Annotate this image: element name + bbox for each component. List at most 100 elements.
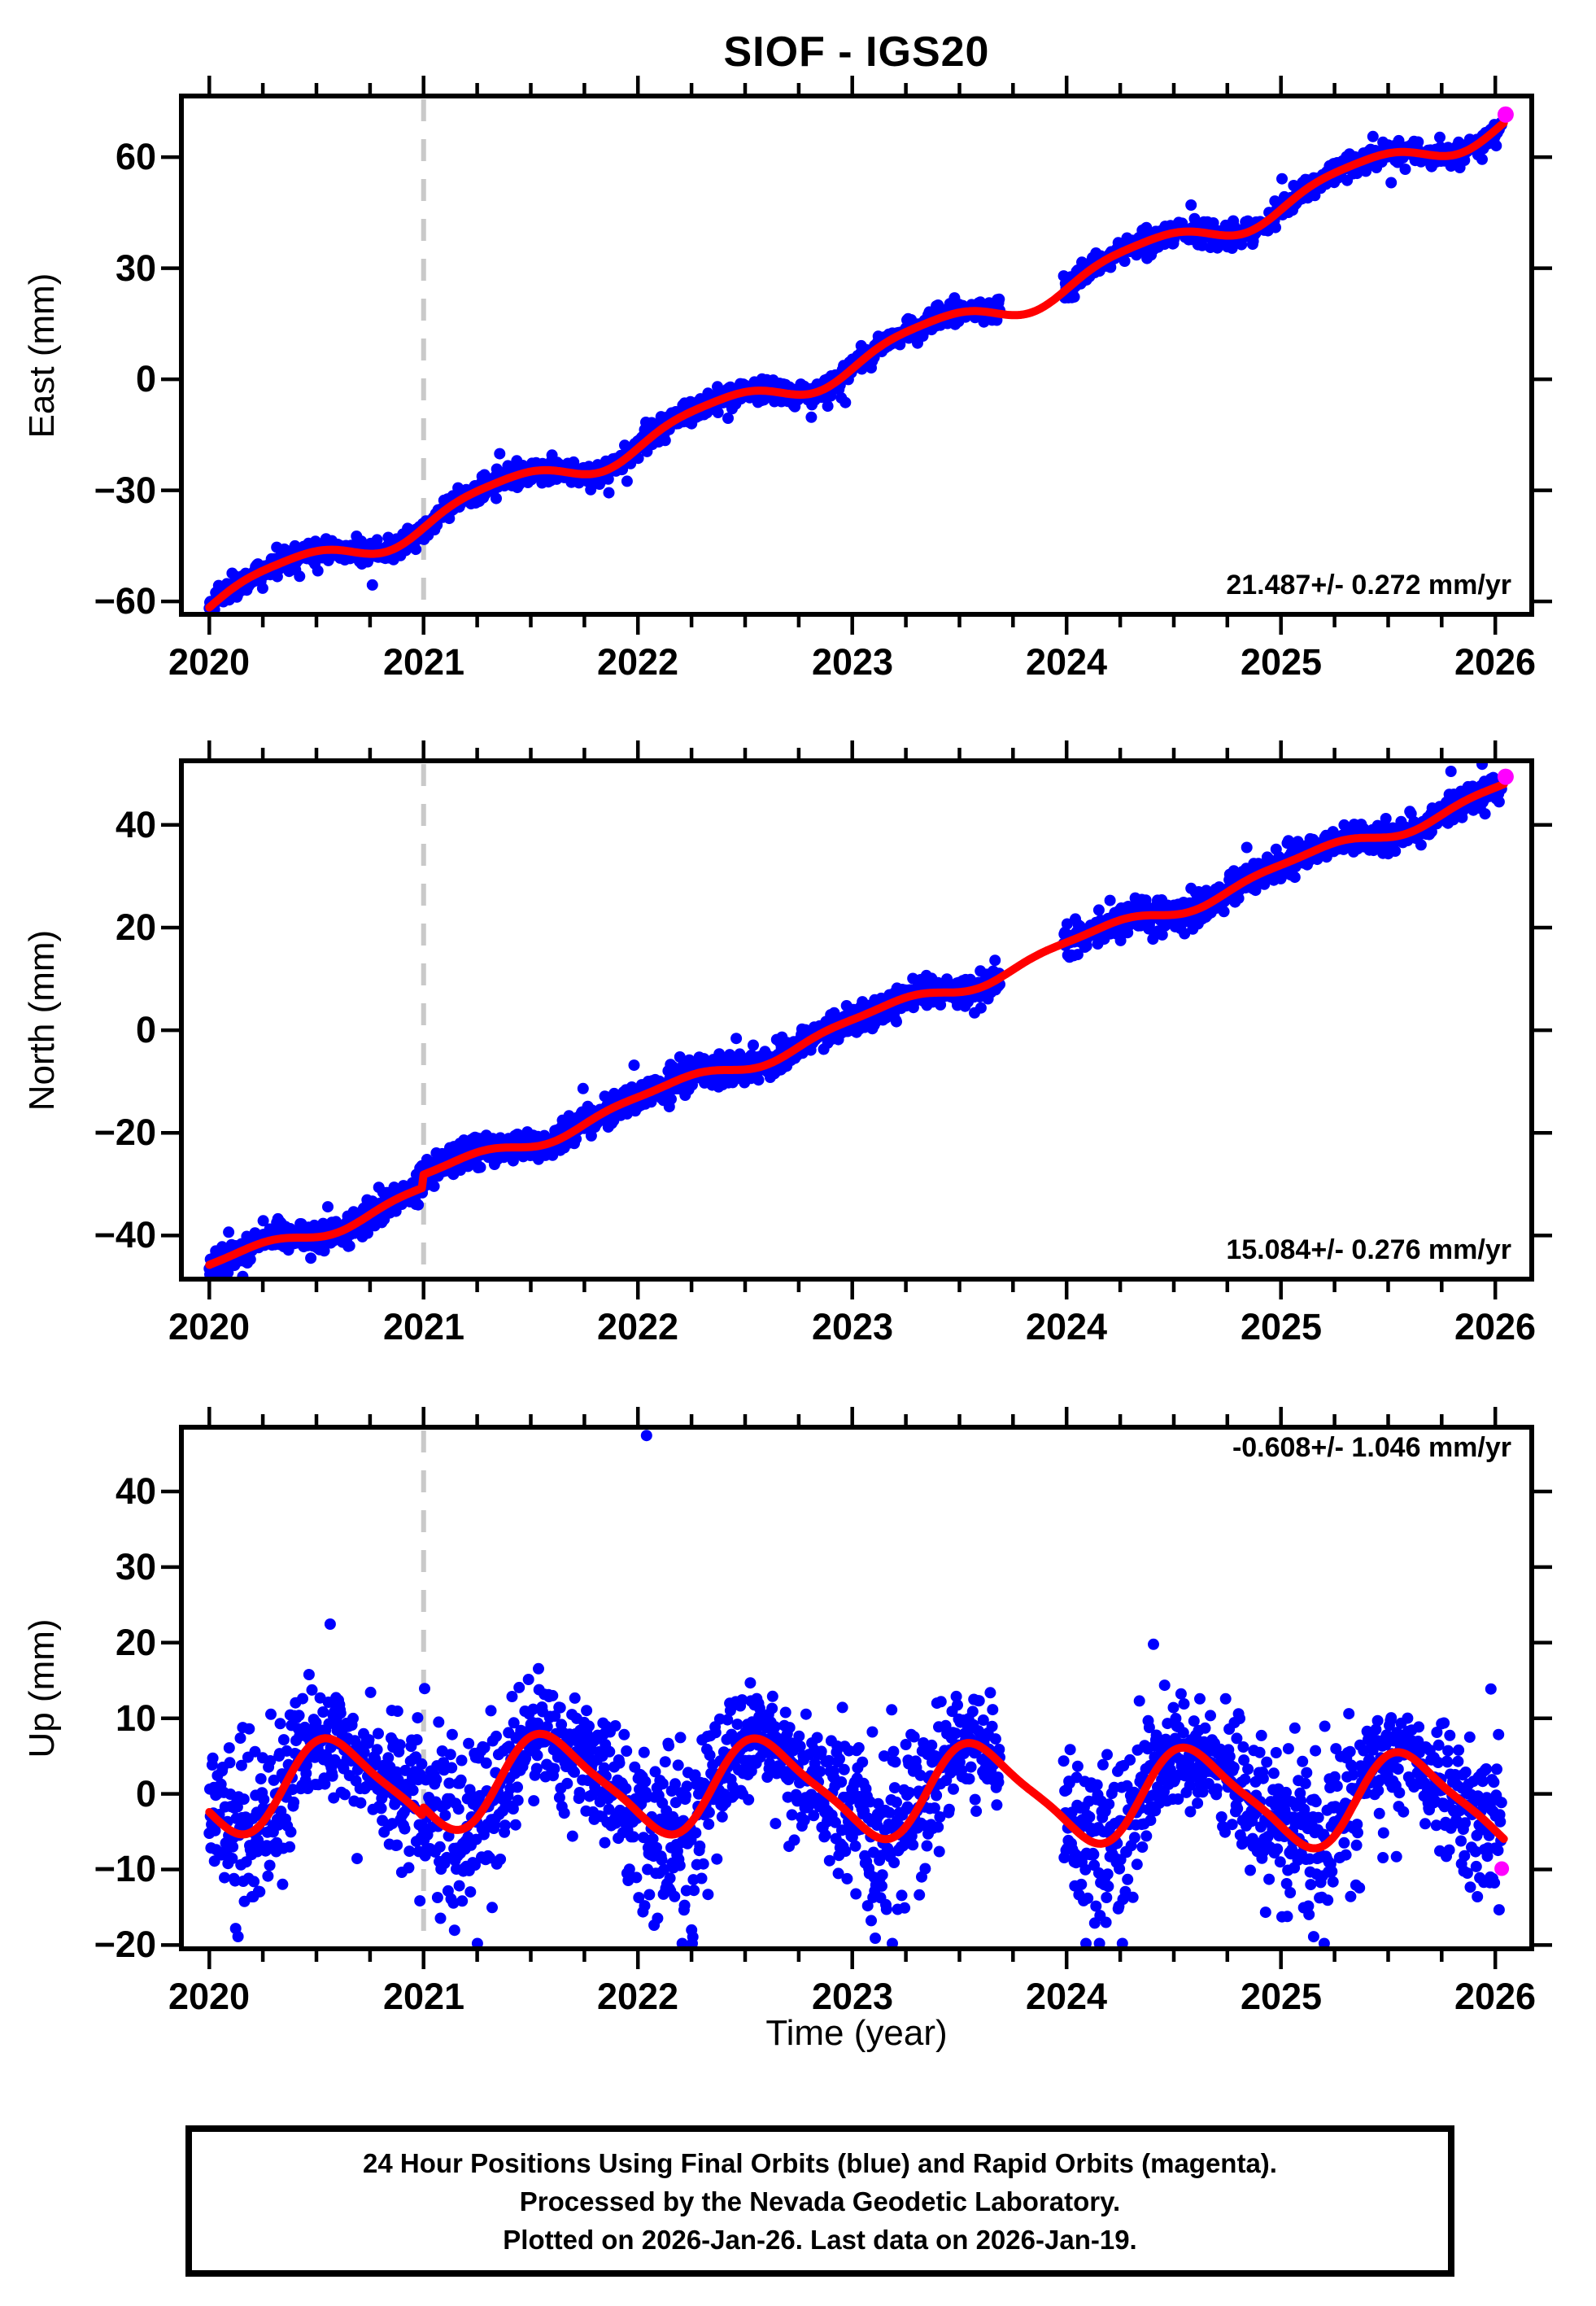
data-point (322, 1201, 334, 1213)
data-point (234, 1732, 246, 1745)
data-point (412, 1199, 425, 1211)
data-point (232, 1931, 244, 1942)
data-point (1399, 164, 1411, 175)
data-point (609, 1720, 621, 1732)
data-point (822, 400, 834, 413)
data-point (656, 1778, 669, 1790)
data-point (1367, 130, 1379, 142)
data-point (569, 1766, 580, 1778)
data-point (674, 1051, 686, 1063)
data-point (639, 1775, 652, 1788)
data-point (1061, 918, 1073, 930)
data-point (399, 1823, 411, 1835)
data-point (839, 396, 852, 408)
data-point (1476, 153, 1488, 165)
data-point (252, 1834, 264, 1846)
data-point (248, 1876, 260, 1888)
data-point (373, 1727, 384, 1740)
data-point (989, 954, 1001, 967)
data-point (254, 1885, 266, 1898)
data-point (207, 1752, 219, 1764)
data-point (1218, 906, 1230, 918)
data-point (257, 1215, 269, 1227)
data-point (581, 1705, 593, 1717)
north-panel (161, 740, 1552, 1299)
data-point (371, 534, 383, 546)
data-point (1493, 796, 1505, 808)
data-point (235, 1759, 247, 1771)
data-point (419, 1683, 430, 1695)
data-point (219, 1871, 230, 1884)
data-point (1389, 845, 1402, 857)
data-point (229, 1875, 241, 1887)
data-point (347, 1712, 359, 1724)
data-point (319, 1778, 331, 1790)
data-point (645, 1096, 657, 1108)
data-point (522, 1674, 534, 1685)
data-point (513, 1681, 525, 1693)
data-point (351, 1853, 363, 1865)
data-point (265, 1708, 277, 1720)
up-panel (161, 1407, 1552, 1969)
data-point (663, 1740, 675, 1752)
data-point (528, 1795, 540, 1807)
data-point (264, 1755, 277, 1767)
data-point (649, 1766, 661, 1778)
data-point (277, 1878, 289, 1890)
data-point (549, 1710, 561, 1722)
data-point (752, 1074, 765, 1086)
data-point (469, 1859, 481, 1871)
data-point (1119, 255, 1131, 267)
data-point (561, 1777, 573, 1789)
page-title: SIOF - IGS20 (723, 28, 990, 76)
data-point (464, 1886, 477, 1898)
data-point (446, 1728, 458, 1740)
data-point (1380, 813, 1392, 824)
data-point (249, 1745, 261, 1758)
data-point (411, 1734, 423, 1746)
data-point (224, 1757, 236, 1769)
data-point (613, 1757, 626, 1769)
data-point (285, 1826, 297, 1838)
data-point (1412, 136, 1424, 148)
data-point (512, 1794, 524, 1806)
north-frame (179, 758, 1534, 1282)
data-point (512, 1781, 523, 1793)
data-point (486, 1902, 498, 1914)
data-point (665, 1093, 677, 1105)
data-point (664, 1872, 676, 1885)
data-point (412, 1712, 424, 1724)
data-point (621, 1745, 633, 1757)
data-point (244, 1253, 256, 1265)
data-point (243, 1723, 255, 1735)
data-point (297, 1692, 308, 1705)
data-point (1092, 904, 1105, 916)
data-point (480, 1757, 492, 1769)
data-point (286, 1784, 299, 1796)
data-point (1114, 934, 1127, 946)
data-point (312, 565, 324, 577)
data-point (633, 1892, 645, 1904)
data-point (805, 411, 818, 423)
data-point (1071, 949, 1084, 961)
data-point (639, 1900, 651, 1912)
data-point (638, 1746, 650, 1758)
data-point (255, 1773, 267, 1785)
data-point (491, 492, 502, 504)
east-rapid-orbit-point (1497, 106, 1514, 123)
data-point (226, 1853, 238, 1864)
data-point (366, 579, 378, 591)
data-point (533, 1662, 544, 1675)
data-point (371, 1744, 383, 1756)
data-point (548, 1762, 560, 1775)
data-point (583, 1720, 595, 1732)
data-point (506, 1691, 518, 1702)
data-point (647, 1832, 659, 1845)
data-point (748, 1039, 759, 1051)
data-point (399, 1764, 412, 1776)
data-point (1241, 841, 1253, 854)
data-point (428, 1180, 440, 1192)
data-point (305, 1252, 317, 1264)
